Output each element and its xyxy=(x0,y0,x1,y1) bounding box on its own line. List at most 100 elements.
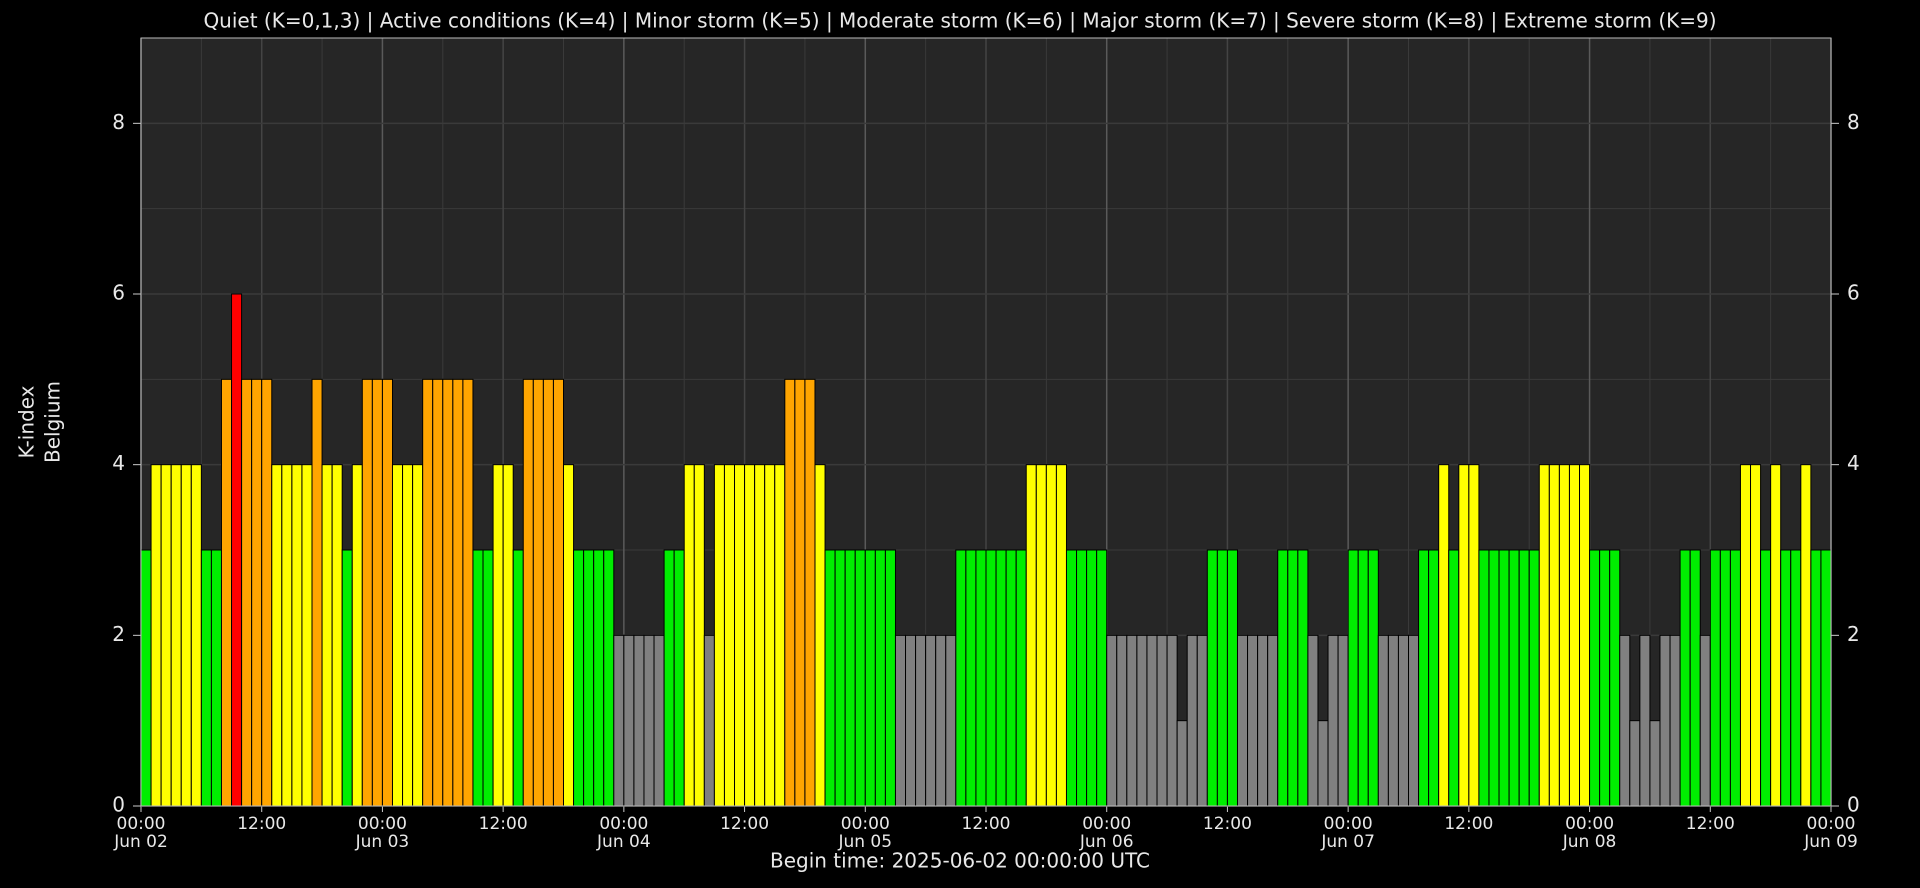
bar xyxy=(1106,634,1118,807)
bar xyxy=(854,549,866,807)
bar xyxy=(371,378,383,807)
x-tick-label: 00:00 Jun 07 xyxy=(1320,814,1375,852)
bar xyxy=(1055,464,1067,807)
bar xyxy=(703,634,715,807)
bar xyxy=(1579,464,1591,807)
x-tick-label-line: 00:00 xyxy=(841,814,890,834)
bar xyxy=(1478,549,1490,807)
bar xyxy=(1317,720,1329,807)
bar xyxy=(955,549,967,807)
bar xyxy=(1267,634,1279,807)
bar xyxy=(1669,634,1681,807)
x-tick-label: 00:00 Jun 06 xyxy=(1079,814,1134,852)
bar xyxy=(643,634,655,807)
bar xyxy=(1488,549,1500,807)
x-tick-label-line: Jun 03 xyxy=(355,832,410,852)
bar xyxy=(381,378,393,807)
y-tick-label: 8 xyxy=(1847,110,1860,134)
x-tick-label: 00:00 Jun 04 xyxy=(596,814,651,852)
bar xyxy=(1468,464,1480,807)
bar xyxy=(1126,634,1138,807)
y-tick-label: 8 xyxy=(112,110,125,134)
bar xyxy=(633,634,645,807)
bar xyxy=(281,464,293,807)
y-tick-label: 6 xyxy=(112,281,125,305)
bar xyxy=(794,378,806,807)
bar xyxy=(1156,634,1168,807)
bar xyxy=(925,634,937,807)
bar xyxy=(150,464,162,807)
bar xyxy=(492,464,504,807)
bar xyxy=(784,378,796,807)
bar xyxy=(391,464,404,807)
bar xyxy=(774,464,786,807)
bar xyxy=(331,464,343,807)
x-tick-label-line: Jun 07 xyxy=(1320,832,1375,852)
x-tick-label-line: 00:00 xyxy=(358,814,407,834)
bar xyxy=(552,378,565,807)
bar xyxy=(1428,549,1440,807)
bar xyxy=(200,549,212,807)
bar xyxy=(1548,464,1560,807)
bar xyxy=(180,464,192,807)
bar xyxy=(1518,549,1530,807)
plot-frame xyxy=(140,37,1832,807)
bar xyxy=(1176,720,1188,807)
bar xyxy=(975,549,987,807)
bar xyxy=(1568,464,1581,807)
bar xyxy=(432,378,444,807)
bar xyxy=(824,549,836,807)
x-tick-label-line: 00:00 xyxy=(117,814,166,834)
bar xyxy=(623,634,635,807)
x-tick-label: 12:00 xyxy=(962,814,1011,834)
bar xyxy=(1739,464,1752,807)
bar xyxy=(1810,549,1822,807)
x-tick-label: 12:00 xyxy=(1444,814,1493,834)
bar xyxy=(814,464,826,807)
bar xyxy=(1116,634,1128,807)
bar xyxy=(1287,549,1299,807)
bar xyxy=(210,549,222,807)
bar xyxy=(1045,464,1057,807)
bar xyxy=(402,464,414,807)
y-tick-label: 0 xyxy=(112,793,125,817)
bar xyxy=(321,464,333,807)
bar xyxy=(1226,549,1238,807)
bar xyxy=(1377,634,1389,807)
bar xyxy=(1619,634,1631,807)
x-tick-label: 00:00 Jun 05 xyxy=(837,814,892,852)
bar xyxy=(603,549,615,807)
bar xyxy=(1589,549,1601,807)
bar xyxy=(1166,634,1178,807)
bar xyxy=(472,549,484,807)
bar xyxy=(1438,464,1450,807)
bar xyxy=(351,464,363,807)
bar xyxy=(874,549,886,807)
bar xyxy=(422,378,434,807)
bar xyxy=(160,464,172,807)
y-tick-label: 6 xyxy=(1847,281,1860,305)
bar xyxy=(1408,634,1420,807)
bar xyxy=(140,549,152,807)
bar xyxy=(1297,549,1309,807)
bar xyxy=(1327,634,1339,807)
bar xyxy=(1699,634,1711,807)
x-tick-label: 12:00 xyxy=(479,814,528,834)
bar xyxy=(884,549,896,807)
y-axis-label-line: K-index xyxy=(15,385,39,458)
bar xyxy=(864,549,876,807)
chart-title: Quiet (K=0,1,3) | Active conditions (K=4… xyxy=(203,9,1716,33)
bar xyxy=(251,378,263,807)
bar xyxy=(683,464,695,807)
bar xyxy=(1528,549,1540,807)
bar xyxy=(1397,634,1409,807)
bar xyxy=(412,464,424,807)
x-tick-label-line: Jun 08 xyxy=(1562,832,1617,852)
bar xyxy=(1216,549,1228,807)
x-tick-label-line: 00:00 xyxy=(1082,814,1131,834)
x-tick-label-line: Jun 04 xyxy=(596,832,651,852)
bar xyxy=(341,549,353,807)
bar xyxy=(532,378,544,807)
bar xyxy=(723,464,736,807)
